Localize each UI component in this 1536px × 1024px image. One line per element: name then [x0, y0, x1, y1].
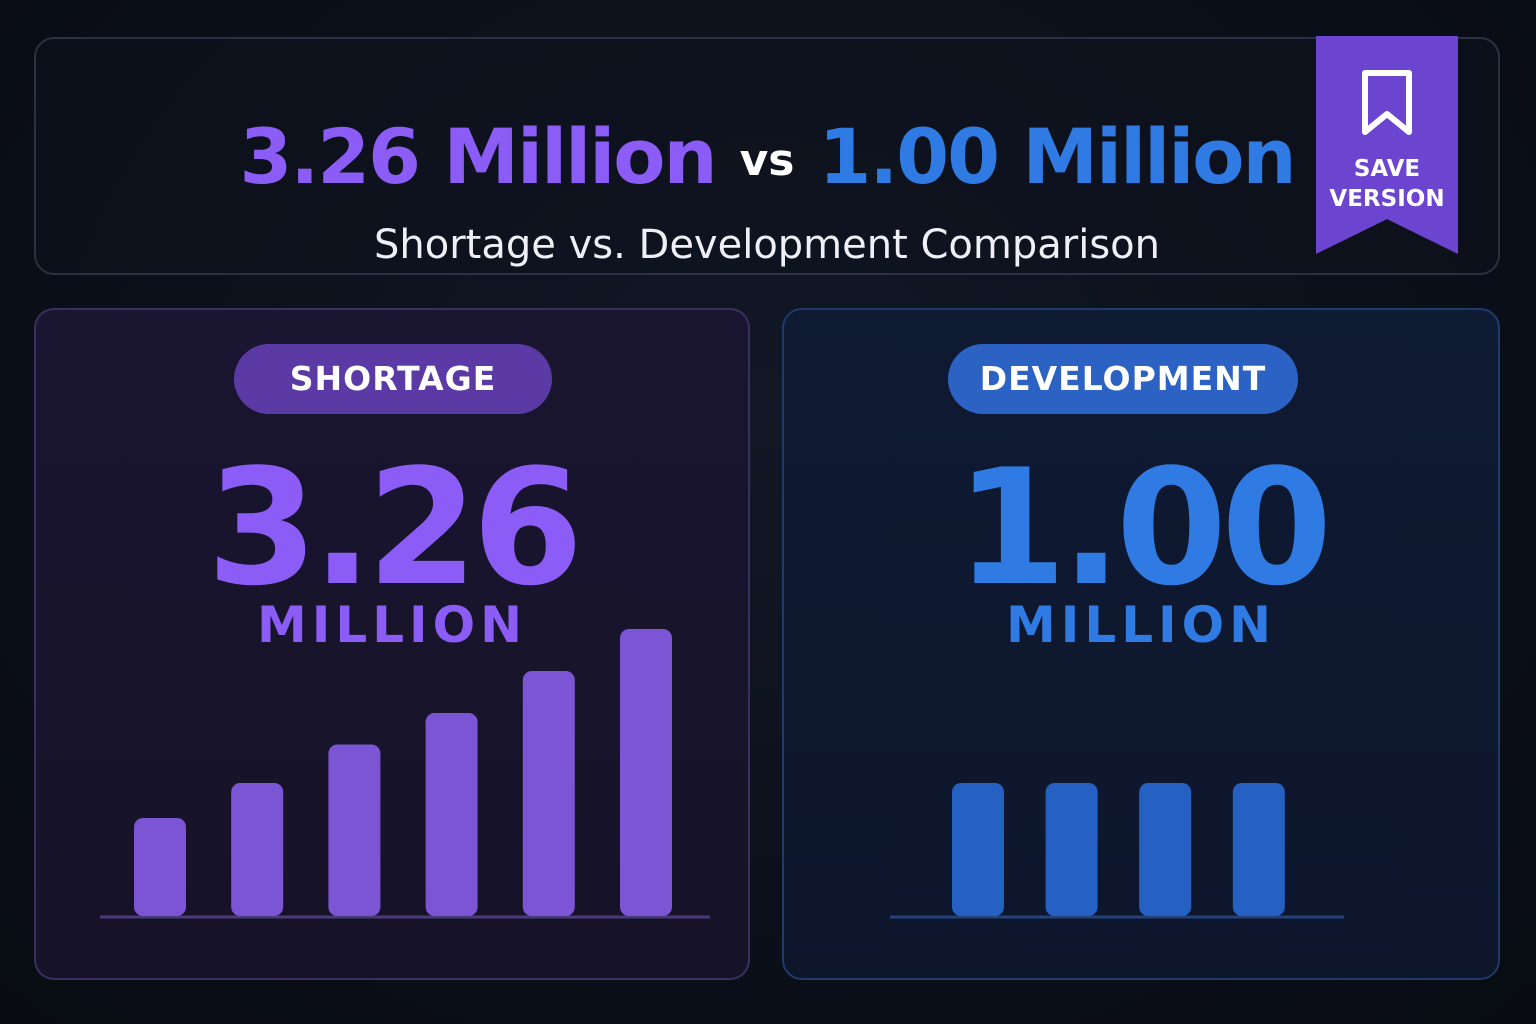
page-subtitle: Shortage vs. Development Comparison — [374, 222, 1160, 268]
headline-vs-label: vs — [739, 135, 795, 186]
shortage-bar-5 — [522, 671, 575, 916]
development-panel: DEVELOPMENT 1.00 MILLION — [782, 308, 1500, 980]
shortage-bar-6 — [620, 629, 672, 916]
shortage-bar-1 — [134, 818, 186, 916]
headline: 3.26 Million vs 1.00 Million — [36, 119, 1498, 195]
development-bar-1 — [952, 783, 1004, 916]
save-version-button[interactable]: SAVE VERSION — [1316, 36, 1458, 254]
development-bar-3 — [1139, 783, 1192, 916]
headline-shortage-value: 3.26 Million — [239, 112, 717, 201]
save-label-line2: VERSION — [1329, 186, 1445, 212]
development-value: 1.00 — [955, 434, 1333, 621]
shortage-bar-3 — [328, 744, 381, 916]
comparison-header: 3.26 Million vs 1.00 Million Shortage vs. … — [34, 37, 1500, 275]
bookmark-icon — [1362, 70, 1412, 135]
development-unit: MILLION — [1005, 596, 1277, 654]
headline-development-value: 1.00 Million — [818, 112, 1296, 201]
shortage-bar-2 — [231, 783, 284, 916]
shortage-tag: SHORTAGE — [234, 344, 552, 414]
save-version-label: SAVE VERSION — [1316, 154, 1458, 214]
shortage-unit: MILLION — [256, 596, 528, 654]
shortage-value: 3.26 — [206, 434, 584, 621]
shortage-bar-4 — [425, 713, 478, 916]
development-bar-chart — [890, 783, 1344, 919]
shortage-panel: SHORTAGE 3.26 MILLION — [34, 308, 750, 980]
development-tag: DEVELOPMENT — [948, 344, 1298, 414]
shortage-bar-chart — [100, 629, 710, 919]
save-label-line1: SAVE — [1353, 156, 1421, 182]
development-bar-2 — [1045, 783, 1098, 916]
development-bar-4 — [1232, 783, 1285, 916]
